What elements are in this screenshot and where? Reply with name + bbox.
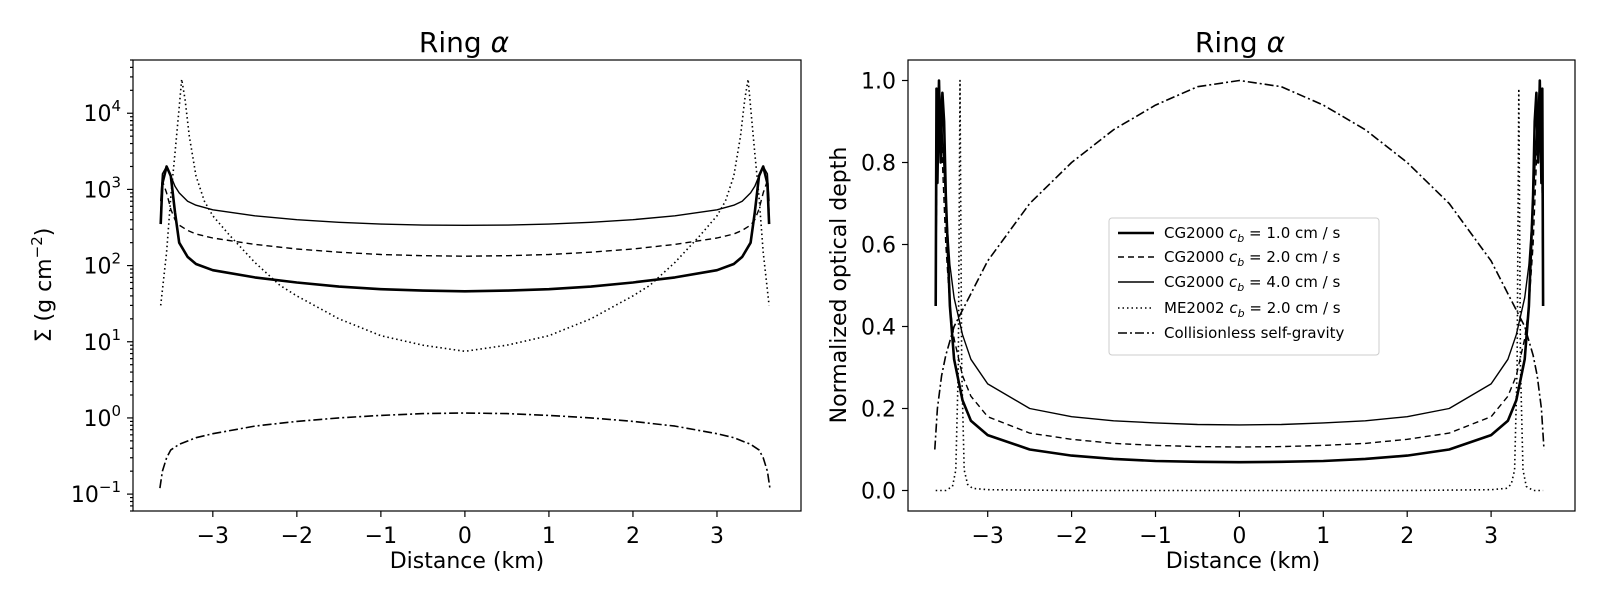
left-x-tick-label: −2	[281, 524, 313, 549]
legend-entries: CG2000 cb = 1.0 cm / s CG2000 cb = 2.0 c…	[1118, 224, 1345, 342]
left-y-tick-label: 10−1	[71, 478, 121, 508]
left-x-axis-label: Distance (km)	[390, 549, 545, 574]
right-plot-frame	[907, 59, 1576, 512]
right-x-tick-label: 1	[1316, 524, 1330, 549]
right-series-group	[934, 79, 1545, 492]
left-x-tick-label: 3	[710, 524, 724, 549]
right-series-collisionless-self-gravity	[934, 79, 1545, 450]
legend-label-me2002: ME2002 cb = 2.0 cm / s	[1164, 299, 1341, 320]
right-y-tick-label: 0.4	[861, 316, 896, 341]
right-x-tick-label: 3	[1484, 524, 1498, 549]
legend-label-self-gravity: Collisionless self-gravity	[1164, 324, 1345, 342]
right-x-axis-label: Distance (km)	[1166, 549, 1321, 574]
left-y-axis-label: Σ (g cm−2)	[28, 228, 57, 343]
right-y-tick-label: 1.0	[861, 70, 896, 95]
right-y-tick-label: 0.8	[861, 152, 896, 177]
right-y-ticks: 0.0 0.2 0.4 0.6 0.8 1.0	[861, 70, 908, 505]
left-x-ticks: −3 −2 −1 0 1 2 3	[197, 511, 724, 549]
left-x-tick-label: −3	[197, 524, 229, 549]
left-x-tick-label: 1	[542, 524, 556, 549]
legend-entry-cg2000-4: CG2000 cb = 4.0 cm / s	[1118, 273, 1340, 294]
legend-label-cg2000-2: CG2000 cb = 2.0 cm / s	[1164, 248, 1340, 269]
left-y-tick-label: 104	[83, 97, 121, 127]
left-plot-frame	[132, 59, 802, 512]
legend-entry-me2002: ME2002 cb = 2.0 cm / s	[1118, 299, 1341, 320]
left-x-tick-label: 0	[458, 524, 472, 549]
left-panel: Ring α −3 −2 −1 0 1 2 3 10−1 100 101 102 103 104 Di…	[28, 26, 802, 574]
left-x-tick-label: 2	[626, 524, 640, 549]
legend-entry-cg2000-2: CG2000 cb = 2.0 cm / s	[1118, 248, 1340, 269]
right-chart-title: Ring α	[1195, 26, 1286, 59]
left-y-tick-label: 101	[83, 326, 121, 356]
legend: CG2000 cb = 1.0 cm / s CG2000 cb = 2.0 c…	[1108, 217, 1380, 356]
left-y-tick-label: 103	[83, 173, 121, 203]
right-series-cg2000-c-b-1-0-cm-s	[934, 79, 1545, 464]
right-panel: Ring α −3 −2 −1 0 1 2 3 0.0 0.2 0.4 0.6 0.8 1.0 Dis…	[827, 26, 1576, 574]
legend-entry-cg2000-1: CG2000 cb = 1.0 cm / s	[1118, 224, 1340, 245]
right-x-tick-label: −1	[1139, 524, 1171, 549]
left-y-tick-label: 100	[83, 402, 121, 432]
right-x-tick-label: 2	[1400, 524, 1414, 549]
left-x-tick-label: −1	[365, 524, 397, 549]
left-series-cg2000-c-b-4-0-cm-s	[160, 165, 770, 227]
left-series-collisionless-self-gravity	[159, 412, 771, 489]
left-series-group	[159, 78, 771, 489]
right-y-axis-label: Normalized optical depth	[827, 147, 852, 424]
right-x-tick-label: −2	[1055, 524, 1087, 549]
legend-label-cg2000-1: CG2000 cb = 1.0 cm / s	[1164, 224, 1340, 245]
right-x-ticks: −3 −2 −1 0 1 2 3	[971, 511, 1498, 549]
legend-box	[1108, 217, 1380, 356]
legend-label-cg2000-4: CG2000 cb = 4.0 cm / s	[1164, 273, 1340, 294]
left-series-me2002-c-b-2-0-cm-s	[159, 78, 770, 353]
left-series-cg2000-c-b-1-0-cm-s	[159, 165, 771, 293]
right-series-cg2000-c-b-4-0-cm-s	[935, 79, 1544, 426]
right-y-tick-label: 0.2	[861, 398, 896, 423]
legend-entry-self-gravity: Collisionless self-gravity	[1118, 324, 1345, 342]
right-x-tick-label: −3	[971, 524, 1003, 549]
right-y-tick-label: 0.0	[861, 480, 896, 505]
left-y-ticks: 10−1 100 101 102 103 104	[71, 59, 133, 512]
right-series-cg2000-c-b-2-0-cm-s	[935, 120, 1544, 448]
right-x-tick-label: 0	[1232, 524, 1246, 549]
left-series-cg2000-c-b-2-0-cm-s	[160, 179, 770, 257]
right-y-tick-label: 0.6	[861, 234, 896, 259]
left-y-tick-label: 102	[83, 250, 121, 280]
left-chart-title: Ring α	[419, 26, 510, 59]
